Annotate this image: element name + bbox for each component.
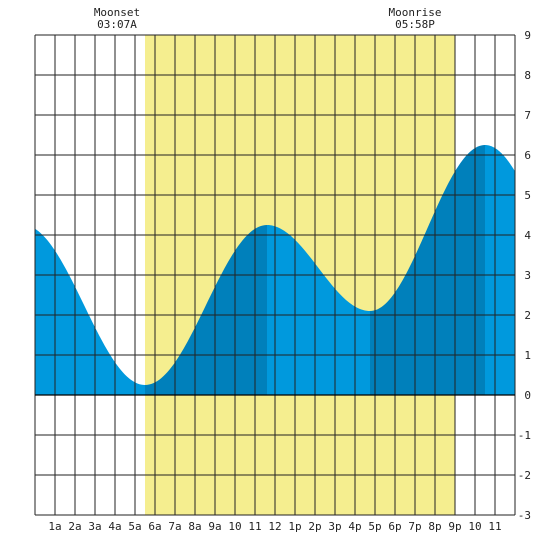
x-tick-label: 4a — [108, 520, 121, 533]
x-tick-label: 11 — [488, 520, 501, 533]
x-tick-label: 2p — [308, 520, 321, 533]
y-axis-ticks: -3 -2 -1 0 1 2 3 4 5 6 7 8 9 — [518, 29, 532, 522]
x-tick-label: 7p — [408, 520, 421, 533]
falling-tide-area — [35, 228, 145, 395]
x-tick-label: 9a — [208, 520, 221, 533]
x-tick-label: 1p — [288, 520, 301, 533]
rising-tide-area — [145, 225, 267, 395]
y-tick-label: 7 — [524, 109, 531, 122]
x-tick-label: 6p — [388, 520, 401, 533]
rising-tide-area — [370, 145, 485, 395]
x-tick-label: 6a — [148, 520, 161, 533]
falling-tide-area — [485, 145, 515, 395]
y-tick-label: 8 — [524, 69, 531, 82]
x-tick-label: 4p — [348, 520, 361, 533]
y-tick-label: 1 — [524, 349, 531, 362]
x-tick-label: 5a — [128, 520, 141, 533]
y-tick-label: 3 — [524, 269, 531, 282]
x-tick-label: 11 — [248, 520, 261, 533]
y-tick-label: 4 — [524, 229, 531, 242]
y-tick-label: -1 — [518, 429, 531, 442]
y-tick-label: 2 — [524, 309, 531, 322]
x-tick-label: 2a — [68, 520, 81, 533]
x-tick-label: 3a — [88, 520, 101, 533]
moonrise-time: 05:58P — [395, 18, 435, 31]
x-tick-label: 1a — [48, 520, 61, 533]
x-tick-label: 7a — [168, 520, 181, 533]
grid-lines — [34, 34, 516, 516]
x-tick-label: 8p — [428, 520, 441, 533]
moonset-time: 03:07A — [97, 18, 137, 31]
x-tick-label: 5p — [368, 520, 381, 533]
x-tick-label: 10 — [228, 520, 241, 533]
y-tick-label: 5 — [524, 189, 531, 202]
y-tick-label: 6 — [524, 149, 531, 162]
x-tick-label: 10 — [468, 520, 481, 533]
y-tick-label: -3 — [518, 509, 531, 522]
y-tick-label: 0 — [524, 389, 531, 402]
x-tick-label: 3p — [328, 520, 341, 533]
tide-water — [35, 145, 515, 395]
moonrise-label: Moonrise — [389, 6, 442, 19]
moonset-label: Moonset — [94, 6, 140, 19]
x-tick-label: 8a — [188, 520, 201, 533]
x-tick-label: 9p — [448, 520, 461, 533]
y-tick-label: 9 — [524, 29, 531, 42]
y-tick-label: -2 — [518, 469, 531, 482]
falling-tide-area — [267, 225, 370, 395]
x-axis-ticks: 1a 2a 3a 4a 5a 6a 7a 8a 9a 10 11 12 1p 2p 3p 4p 5p 6p 7p 8p… — [48, 520, 501, 533]
x-tick-label: 12 — [268, 520, 281, 533]
